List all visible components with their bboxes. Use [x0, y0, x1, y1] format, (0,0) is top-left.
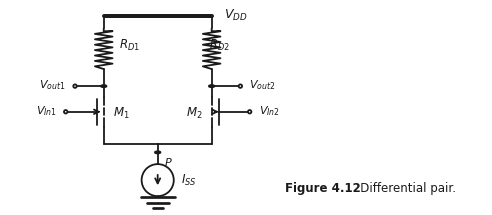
Text: $I_{SS}$: $I_{SS}$ — [181, 173, 197, 188]
Text: $V_{out1}$: $V_{out1}$ — [39, 78, 66, 92]
Ellipse shape — [248, 110, 251, 114]
Text: Differential pair.: Differential pair. — [349, 182, 456, 195]
Text: $R_{D1}$: $R_{D1}$ — [120, 38, 140, 53]
Circle shape — [209, 85, 215, 88]
Text: $V_{In2}$: $V_{In2}$ — [259, 104, 280, 118]
Text: $R_{D2}$: $R_{D2}$ — [209, 38, 230, 53]
Text: $V_{In1}$: $V_{In1}$ — [35, 104, 57, 118]
Circle shape — [155, 151, 160, 154]
Text: $V_{out2}$: $V_{out2}$ — [249, 78, 276, 92]
Text: Figure 4.12: Figure 4.12 — [285, 182, 361, 195]
Text: $M_1$: $M_1$ — [113, 106, 129, 121]
Ellipse shape — [73, 84, 77, 88]
Circle shape — [101, 85, 107, 88]
Text: $P$: $P$ — [163, 156, 172, 167]
Ellipse shape — [239, 84, 242, 88]
Text: $M_2$: $M_2$ — [186, 106, 203, 121]
Text: $V_{DD}$: $V_{DD}$ — [224, 8, 247, 23]
Ellipse shape — [64, 110, 67, 114]
